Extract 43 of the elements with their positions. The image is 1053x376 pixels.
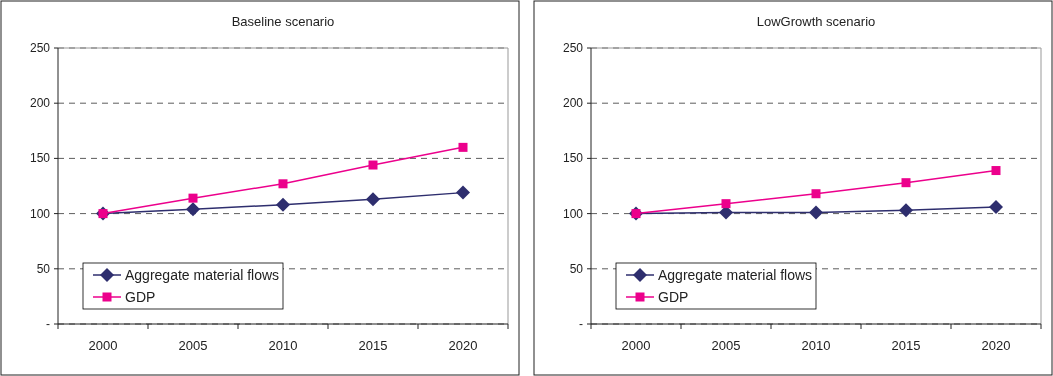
x-tick-label: 2020 — [448, 338, 478, 353]
x-tick-label: 2005 — [178, 338, 208, 353]
x-tick-label: 2015 — [358, 338, 388, 353]
point — [188, 193, 198, 203]
point — [811, 189, 821, 199]
point — [899, 203, 913, 218]
y-tick-label: - — [579, 317, 583, 331]
y-tick-label: 150 — [562, 151, 584, 166]
x-tick-label: 2015 — [891, 338, 921, 353]
x-tick-label: 2000 — [88, 338, 118, 353]
legend-label: Aggregate material flows — [125, 267, 280, 283]
point — [186, 202, 200, 217]
x-tick-label: 2010 — [268, 338, 298, 353]
legend-label: GDP — [125, 289, 156, 305]
point — [368, 160, 378, 170]
chart-title: Baseline scenario — [231, 14, 335, 29]
x-tick-label: 2005 — [711, 338, 741, 353]
y-tick-label: 100 — [29, 206, 51, 221]
legend-label: GDP — [658, 289, 689, 305]
point — [901, 178, 911, 188]
y-tick-label: 250 — [562, 41, 584, 55]
point — [366, 192, 380, 207]
point — [458, 142, 468, 152]
x-tick-label: 2000 — [621, 338, 651, 353]
chart-title: LowGrowth scenario — [756, 14, 876, 29]
point — [278, 179, 288, 189]
point — [809, 205, 823, 220]
y-tick-label: 100 — [562, 206, 584, 221]
y-tick-label: 50 — [569, 261, 584, 276]
legend-label: Aggregate material flows — [658, 267, 813, 283]
point — [989, 199, 1003, 214]
y-tick-label: 50 — [36, 261, 51, 276]
point — [991, 166, 1001, 176]
y-tick-label: 200 — [562, 96, 584, 111]
point — [276, 197, 290, 212]
point — [721, 199, 731, 209]
x-tick-label: 2010 — [801, 338, 831, 353]
point — [456, 185, 470, 200]
x-tick-label: 2020 — [981, 338, 1011, 353]
y-tick-label: 200 — [29, 96, 51, 111]
y-tick-label: 250 — [29, 41, 51, 55]
y-tick-label: 150 — [29, 151, 51, 166]
y-tick-label: - — [46, 317, 50, 331]
